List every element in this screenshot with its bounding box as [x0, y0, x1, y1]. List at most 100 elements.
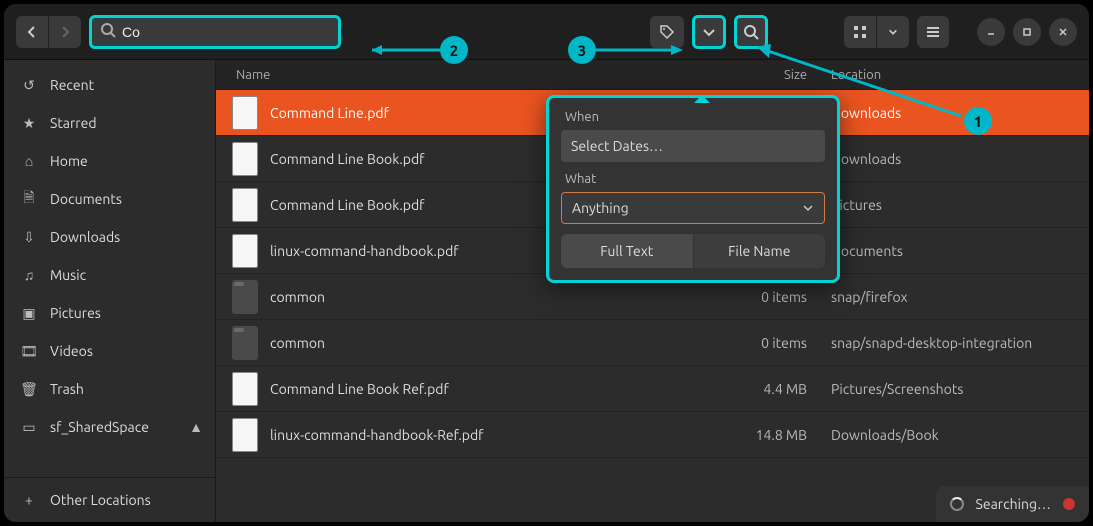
file-name: common	[270, 335, 723, 351]
sidebar: ↺ Recent ★ Starred ⌂ Home 🗎Documents ⇩ Downl…	[4, 60, 216, 522]
nav-buttons	[16, 16, 81, 48]
file-name: Command Line Book Ref.pdf	[270, 381, 723, 397]
chevron-down-icon	[701, 24, 717, 40]
sidebar-item-trash[interactable]: 🗑 Trash	[4, 370, 215, 408]
search-options-button[interactable]	[692, 15, 726, 49]
sidebar-label: Trash	[50, 381, 84, 397]
clock-icon: ↺	[20, 77, 38, 94]
view-dropdown-button[interactable]	[877, 16, 909, 48]
file-location: Pictures/Screenshots	[823, 381, 1073, 397]
arrow-3	[595, 41, 685, 59]
sidebar-item-pictures[interactable]: ▣ Pictures	[4, 294, 215, 332]
file-icon	[232, 418, 258, 452]
maximize-icon	[1022, 27, 1032, 37]
file-name: linux-command-handbook-Ref.pdf	[270, 427, 723, 443]
seg-fulltext[interactable]: Full Text	[561, 234, 693, 268]
file-size: 4.4 MB	[723, 381, 823, 397]
file-size: 0 items	[723, 289, 823, 305]
sidebar-label: Recent	[50, 77, 94, 93]
sidebar-label: Videos	[50, 343, 93, 359]
download-icon: ⇩	[20, 229, 38, 246]
file-location: Pictures	[823, 197, 1073, 213]
status-bar: Searching…	[936, 486, 1089, 522]
file-icon	[232, 142, 258, 176]
picture-icon: ▣	[20, 305, 38, 322]
sidebar-label: Starred	[50, 115, 97, 131]
chevron-down-icon	[802, 202, 814, 214]
spinner-icon	[950, 497, 964, 511]
file-icon	[232, 234, 258, 268]
file-size: 14.8 MB	[723, 427, 823, 443]
callout-1: 1	[964, 107, 992, 135]
sidebar-label: Downloads	[50, 229, 120, 245]
what-value: Anything	[572, 200, 629, 216]
column-name[interactable]: Name	[232, 68, 723, 82]
chevron-right-icon	[57, 24, 73, 40]
forward-button[interactable]	[49, 16, 81, 48]
arrow-2	[360, 41, 450, 59]
sidebar-label: Home	[50, 153, 88, 169]
sidebar-label: Pictures	[50, 305, 101, 321]
drive-icon: ▭	[20, 419, 38, 436]
sidebar-bottom: + Other Locations	[4, 477, 215, 522]
minimize-icon	[986, 27, 996, 37]
music-icon: ♫	[20, 267, 38, 283]
file-icon	[232, 372, 258, 406]
grid-icon	[852, 24, 868, 40]
chevron-down-icon	[888, 27, 898, 37]
callout-3: 3	[568, 36, 596, 64]
stop-button[interactable]	[1063, 498, 1075, 510]
grid-view-button[interactable]	[844, 16, 876, 48]
what-dropdown[interactable]: Anything	[561, 192, 825, 224]
star-icon: ★	[20, 115, 38, 132]
file-location: Downloads/Book	[823, 427, 1073, 443]
eject-icon[interactable]: ▲	[187, 419, 205, 435]
maximize-button[interactable]	[1013, 18, 1041, 46]
view-mode-group	[844, 16, 909, 48]
sidebar-item-home[interactable]: ⌂ Home	[4, 142, 215, 180]
file-size: 0 items	[723, 335, 823, 351]
popover-what-label: What	[565, 172, 825, 186]
callout-2: 2	[440, 36, 468, 64]
search-input[interactable]	[122, 24, 330, 40]
sidebar-item-starred[interactable]: ★ Starred	[4, 104, 215, 142]
sidebar-item-recent[interactable]: ↺ Recent	[4, 66, 215, 104]
home-icon: ⌂	[20, 153, 38, 169]
close-button[interactable]	[1049, 18, 1077, 46]
select-dates-field[interactable]: Select Dates…	[561, 130, 825, 162]
magnify-icon	[743, 24, 759, 40]
doc-icon: 🗎	[20, 187, 38, 211]
hamburger-icon	[925, 24, 941, 40]
plus-icon: +	[20, 492, 38, 508]
sidebar-item-shared[interactable]: ▭ sf_SharedSpace ▲	[4, 408, 215, 446]
file-row[interactable]: common0 itemssnap/snapd-desktop-integrat…	[216, 320, 1089, 366]
folder-icon	[232, 280, 258, 314]
file-location: Downloads	[823, 151, 1073, 167]
hamburger-menu-button[interactable]	[917, 16, 949, 48]
file-icon	[232, 96, 258, 130]
file-location: snap/firefox	[823, 289, 1073, 305]
search-icon	[100, 22, 116, 41]
trash-icon: 🗑	[20, 381, 38, 398]
sidebar-item-downloads[interactable]: ⇩ Downloads	[4, 218, 215, 256]
chevron-left-icon	[24, 24, 40, 40]
search-mode-toggle: Full Text File Name	[561, 234, 825, 268]
sidebar-list: ↺ Recent ★ Starred ⌂ Home 🗎Documents ⇩ Downl…	[4, 60, 215, 477]
file-row[interactable]: linux-command-handbook-Ref.pdf14.8 MBDow…	[216, 412, 1089, 458]
file-row[interactable]: Command Line Book Ref.pdf4.4 MBPictures/…	[216, 366, 1089, 412]
minimize-button[interactable]	[977, 18, 1005, 46]
sidebar-label: Other Locations	[50, 492, 151, 508]
seg-filename[interactable]: File Name	[694, 234, 826, 268]
file-name: common	[270, 289, 723, 305]
folder-icon	[232, 326, 258, 360]
arrow-1	[755, 44, 971, 124]
file-location: Documents	[823, 243, 1073, 259]
sidebar-item-music[interactable]: ♫Music	[4, 256, 215, 294]
sidebar-label: sf_SharedSpace	[50, 419, 149, 435]
sidebar-item-videos[interactable]: 🎞Videos	[4, 332, 215, 370]
close-icon	[1058, 27, 1068, 37]
search-box[interactable]	[89, 15, 341, 49]
sidebar-other-locations[interactable]: + Other Locations	[4, 478, 215, 522]
sidebar-item-documents[interactable]: 🗎Documents	[4, 180, 215, 218]
back-button[interactable]	[16, 16, 48, 48]
